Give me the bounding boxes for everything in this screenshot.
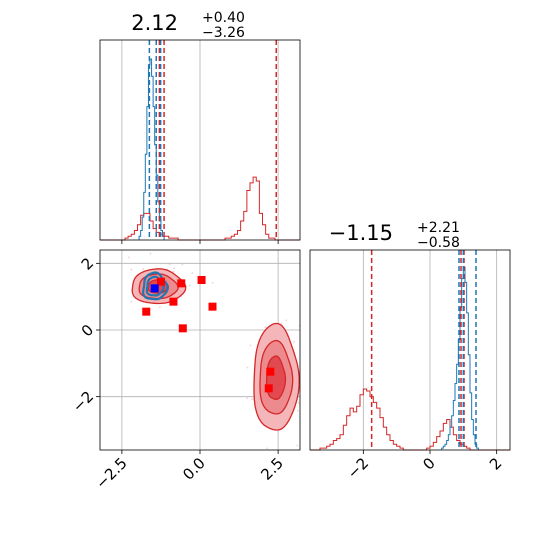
joint-sample-86 bbox=[130, 300, 133, 303]
red-marker-6 bbox=[178, 324, 187, 333]
y-marginal-blue-histogram bbox=[441, 266, 479, 450]
joint-sample-190 bbox=[251, 398, 254, 401]
joint-sample-128 bbox=[297, 401, 300, 404]
red-marker-5 bbox=[208, 302, 217, 311]
x-marginal-quantile-lines bbox=[148, 40, 277, 240]
blue-marker bbox=[150, 284, 159, 293]
joint-ytick-label-1: 0 bbox=[78, 321, 97, 340]
joint-sample-79 bbox=[191, 272, 194, 275]
y-marginal-grid bbox=[362, 250, 498, 450]
joint-sample-53 bbox=[181, 263, 184, 266]
joint-sample-23 bbox=[142, 268, 145, 271]
joint-sample-194 bbox=[293, 340, 296, 343]
joint-sample-63 bbox=[172, 270, 175, 273]
x-marginal-panel: 2.12 +0.40 −3.26 bbox=[99, 10, 301, 244]
joint-sample-34 bbox=[173, 267, 175, 270]
joint-sample-195 bbox=[264, 326, 267, 329]
joint-xtick-label-1: 0.0 bbox=[179, 454, 209, 484]
joint-sample-93 bbox=[280, 322, 283, 325]
x-marginal-title-minus: −3.26 bbox=[202, 25, 245, 41]
y-marginal-title-plus: +2.21 bbox=[417, 220, 460, 236]
y-marginal-red-histogram bbox=[310, 388, 510, 451]
y-marginal-xtick-label-2: 2 bbox=[486, 454, 505, 473]
joint-sample-26 bbox=[188, 284, 191, 287]
joint-sample-62 bbox=[149, 252, 152, 255]
y-marginal-title-minus: −0.58 bbox=[417, 235, 460, 251]
joint-sample-103 bbox=[285, 319, 288, 322]
joint-sample-30 bbox=[168, 263, 171, 266]
y-marginal-histograms bbox=[310, 266, 510, 451]
y-marginal-ticks: −2 0 2 bbox=[344, 450, 505, 482]
x-marginal-ticks bbox=[121, 240, 279, 244]
red-marker-0 bbox=[142, 307, 151, 316]
y-marginal-panel: −2 0 2 −1.15 +2.21 −0.58 bbox=[309, 220, 511, 482]
y-marginal-title-value: −1.15 bbox=[329, 221, 393, 245]
joint-xtick-label-2: 2.5 bbox=[257, 454, 287, 484]
joint-markers bbox=[142, 276, 275, 393]
blue-mode-contour-0 bbox=[141, 271, 169, 301]
joint-xtick-label-0: −2.5 bbox=[92, 454, 130, 492]
joint-sample-29 bbox=[127, 256, 130, 259]
y-marginal-frame bbox=[309, 249, 511, 451]
red-marker-1 bbox=[156, 277, 165, 286]
red-marker-7 bbox=[266, 367, 275, 376]
y-marginal-quantile-lines bbox=[370, 250, 477, 450]
joint-sample-0 bbox=[211, 281, 214, 284]
joint-panel: −2.5 0.0 2.5 −2 0 2 bbox=[69, 249, 301, 493]
joint-sample-147 bbox=[246, 366, 249, 369]
y-marginal-xtick-label-1: 0 bbox=[419, 454, 438, 473]
joint-sample-96 bbox=[296, 409, 299, 412]
x-marginal-grid bbox=[121, 40, 279, 240]
joint-ytick-label-2: 2 bbox=[78, 254, 97, 273]
y-marginal-xtick-label-0: −2 bbox=[344, 454, 372, 482]
joint-sample-193 bbox=[246, 397, 249, 400]
joint-sample-5 bbox=[158, 306, 161, 308]
red-marker-4 bbox=[197, 276, 206, 284]
x-marginal-title-value: 2.12 bbox=[131, 11, 178, 35]
joint-sample-175 bbox=[296, 444, 299, 447]
red-marker-2 bbox=[169, 297, 178, 306]
joint-sample-186 bbox=[266, 447, 268, 450]
joint-contours bbox=[131, 268, 300, 431]
red-marker-3 bbox=[177, 279, 186, 288]
joint-sample-21 bbox=[130, 268, 133, 271]
joint-ytick-label-0: −2 bbox=[69, 387, 97, 415]
joint-sample-169 bbox=[249, 344, 252, 347]
x-marginal-title-plus: +0.40 bbox=[202, 10, 245, 26]
red-marker-8 bbox=[264, 384, 273, 393]
